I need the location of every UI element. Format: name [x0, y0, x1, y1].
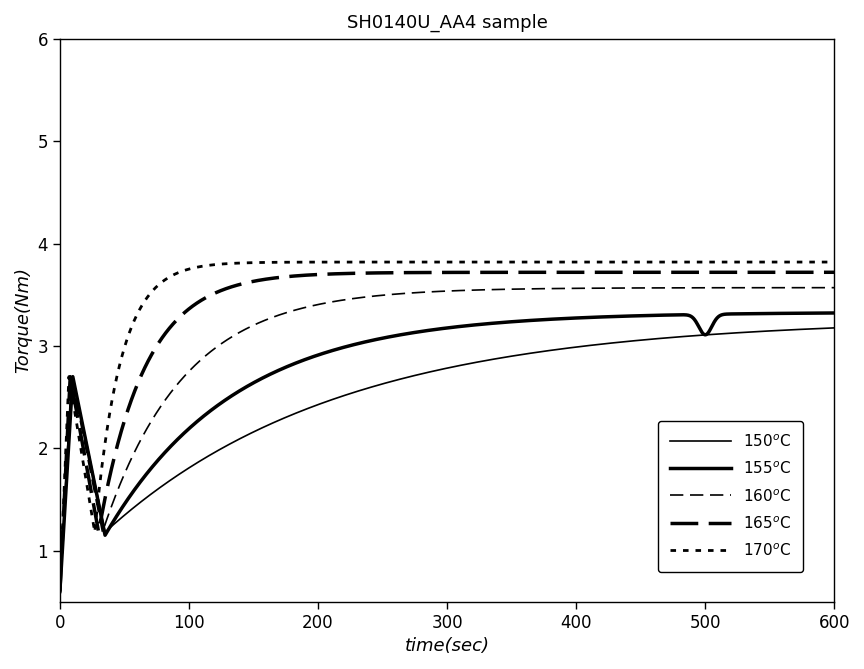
Line: 170$^o$C: 170$^o$C	[60, 262, 835, 591]
160$^o$C	[829, 284, 840, 292]
155$^o$C	[234, 387, 245, 395]
170$^o$C	[54, 587, 65, 595]
170$^o$C	[234, 259, 245, 267]
170$^o$C	[243, 259, 253, 267]
150$^o$C	[243, 431, 253, 439]
160$^o$C	[402, 289, 412, 297]
150$^o$C	[823, 324, 834, 332]
X-axis label: time(sec): time(sec)	[404, 637, 490, 655]
150$^o$C	[402, 373, 412, 381]
160$^o$C	[238, 326, 249, 334]
170$^o$C	[823, 258, 834, 266]
Line: 155$^o$C: 155$^o$C	[60, 313, 835, 591]
150$^o$C	[346, 389, 357, 397]
165$^o$C	[829, 268, 840, 276]
155$^o$C	[823, 309, 834, 317]
170$^o$C	[402, 258, 412, 266]
160$^o$C	[346, 295, 357, 303]
150$^o$C	[54, 587, 65, 595]
165$^o$C	[346, 270, 357, 278]
155$^o$C	[54, 587, 65, 595]
Legend: 150$^o$C, 155$^o$C, 160$^o$C, 165$^o$C, 170$^o$C: 150$^o$C, 155$^o$C, 160$^o$C, 165$^o$C, …	[658, 421, 804, 571]
Line: 165$^o$C: 165$^o$C	[60, 272, 835, 591]
Line: 160$^o$C: 160$^o$C	[60, 288, 835, 591]
160$^o$C	[823, 284, 834, 292]
155$^o$C	[346, 341, 357, 349]
155$^o$C	[238, 384, 249, 392]
165$^o$C	[823, 268, 834, 276]
170$^o$C	[346, 258, 357, 266]
Line: 150$^o$C: 150$^o$C	[60, 328, 835, 591]
155$^o$C	[243, 382, 253, 390]
150$^o$C	[234, 435, 245, 443]
165$^o$C	[402, 268, 412, 276]
170$^o$C	[238, 259, 249, 267]
Title: SH0140U_AA4 sample: SH0140U_AA4 sample	[346, 14, 548, 32]
160$^o$C	[54, 587, 65, 595]
150$^o$C	[238, 433, 249, 441]
Y-axis label: Torque(Nm): Torque(Nm)	[14, 268, 32, 373]
170$^o$C	[829, 258, 840, 266]
160$^o$C	[234, 328, 245, 337]
165$^o$C	[243, 278, 253, 286]
165$^o$C	[234, 280, 245, 288]
150$^o$C	[829, 324, 840, 332]
155$^o$C	[402, 330, 412, 338]
165$^o$C	[238, 280, 249, 288]
155$^o$C	[829, 309, 840, 317]
160$^o$C	[243, 324, 253, 332]
165$^o$C	[54, 587, 65, 595]
